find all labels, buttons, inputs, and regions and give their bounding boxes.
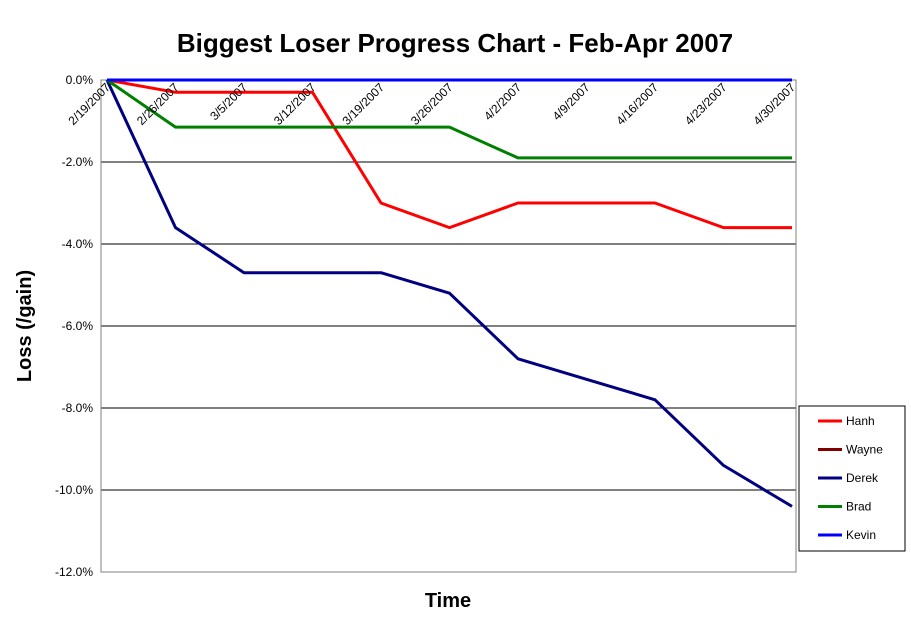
legend-box: [798, 405, 906, 552]
legend-label-wayne: Wayne: [846, 443, 883, 457]
legend-label-kevin: Kevin: [846, 528, 876, 542]
x-tick-label: 4/9/2007: [550, 80, 593, 123]
y-tick-label: -4.0%: [62, 237, 94, 251]
chart-title: Biggest Loser Progress Chart - Feb-Apr 2…: [177, 28, 733, 58]
series-line-derek: [105, 79, 793, 508]
x-axis-title: Time: [425, 590, 471, 612]
series-line-hanh: [106, 78, 792, 230]
legend-label-brad: Brad: [846, 500, 871, 514]
legend: Hanh Wayne Derek Brad Kevin: [798, 405, 906, 552]
y-axis-ticks: 0.0% -2.0% -4.0% -6.0% -8.0% -10.0% -12.0%: [55, 73, 93, 579]
x-tick-label: 3/12/2007: [271, 80, 319, 128]
legend-label-derek: Derek: [846, 471, 879, 485]
x-tick-label: 4/2/2007: [481, 80, 524, 123]
x-tick-label: 4/30/2007: [750, 80, 798, 128]
series-line-brad: [106, 78, 792, 160]
y-tick-label: -10.0%: [55, 483, 93, 497]
x-tick-label: 4/16/2007: [613, 80, 661, 128]
y-tick-label: -8.0%: [62, 401, 94, 415]
legend-label-hanh: Hanh: [846, 414, 875, 428]
series-lines: [105, 78, 793, 508]
y-axis-title: Loss (/gain): [14, 270, 36, 382]
gridlines: [101, 79, 796, 573]
x-axis-ticks: 2/19/2007 2/26/2007 3/5/2007 3/12/2007 3/19/…: [65, 80, 798, 128]
x-tick-label: 2/19/2007: [65, 80, 113, 128]
y-tick-label: -2.0%: [62, 155, 94, 169]
y-tick-label: -12.0%: [55, 565, 93, 579]
y-tick-label: 0.0%: [66, 73, 94, 87]
y-tick-label: -6.0%: [62, 319, 94, 333]
x-tick-label: 3/5/2007: [207, 80, 250, 123]
x-tick-label: 3/19/2007: [339, 80, 387, 128]
x-tick-label: 4/23/2007: [682, 80, 730, 128]
x-tick-label: 3/26/2007: [408, 80, 456, 128]
